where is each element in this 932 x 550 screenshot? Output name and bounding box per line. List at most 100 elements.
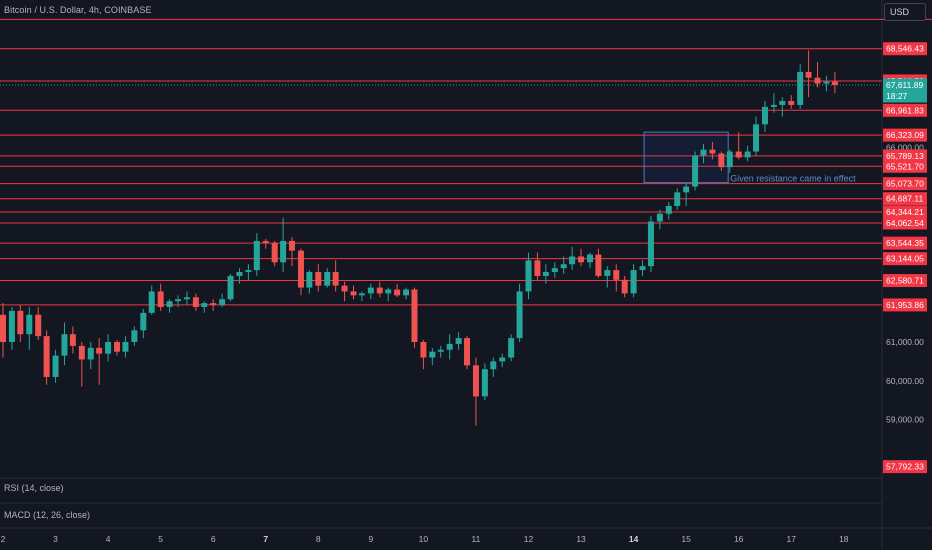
candle-up[interactable] [551,268,558,273]
candle-up[interactable] [122,341,129,352]
candle-down[interactable] [814,77,821,84]
candle-down[interactable] [332,272,339,286]
candle-up[interactable] [253,240,260,271]
candle-up[interactable] [770,104,777,107]
candle-up[interactable] [779,101,786,105]
candle-down[interactable] [831,81,838,86]
candle-up[interactable] [26,314,33,335]
candle-up[interactable] [525,260,532,292]
candle-up[interactable] [148,291,155,313]
candle-down[interactable] [420,341,427,358]
candle-up[interactable] [797,71,804,105]
currency-button[interactable]: USD [884,3,926,21]
candle-down[interactable] [114,341,121,352]
candle-down[interactable] [0,314,6,342]
candle-up[interactable] [166,301,173,308]
candle-up[interactable] [61,334,68,356]
candle-up[interactable] [604,270,611,276]
candle-up[interactable] [569,256,576,265]
candle-up[interactable] [219,299,226,306]
candle-down[interactable] [376,287,383,294]
candle-down[interactable] [472,365,479,397]
candle-down[interactable] [350,291,357,296]
last-price-badge[interactable] [883,78,927,103]
candle-up[interactable] [227,275,234,300]
candle-down[interactable] [411,289,418,342]
candle-down[interactable] [595,254,602,276]
annotation-box[interactable] [643,131,729,184]
candle-up[interactable] [201,303,208,308]
candle-down[interactable] [709,149,716,154]
candle-down[interactable] [78,345,85,360]
candle-up[interactable] [560,264,567,269]
level-label-badge[interactable] [883,216,927,230]
candle-down[interactable] [17,310,24,335]
level-label-badge[interactable] [883,274,927,288]
candle-up[interactable] [429,351,436,358]
candle-up[interactable] [455,338,462,344]
candle-up[interactable] [306,272,313,288]
candle-up[interactable] [324,272,331,286]
level-label-badge[interactable] [883,252,927,266]
level-label-badge[interactable] [883,159,927,173]
candle-up[interactable] [87,347,94,360]
candle-up[interactable] [508,338,515,358]
candle-down[interactable] [805,71,812,78]
candle-down[interactable] [464,338,471,366]
candle-up[interactable] [753,124,760,152]
level-label-badge[interactable] [883,177,927,191]
candle-up[interactable] [542,272,549,276]
candle-up[interactable] [823,81,830,84]
level-label-badge[interactable] [883,149,927,163]
level-label-badge[interactable] [883,192,927,206]
candle-down[interactable] [262,240,269,243]
candle-down[interactable] [613,270,620,280]
candle-down[interactable] [578,256,585,263]
candle-up[interactable] [490,361,497,370]
candle-down[interactable] [157,291,164,308]
candle-up[interactable] [52,355,59,377]
candle-up[interactable] [183,297,190,300]
candle-up[interactable] [245,270,252,273]
rsi-pane-label[interactable]: RSI (14, close) [4,483,64,493]
candle-up[interactable] [446,343,453,350]
candle-down[interactable] [621,279,628,294]
candle-down[interactable] [43,336,50,377]
candle-up[interactable] [744,151,751,158]
candle-up[interactable] [700,149,707,156]
candle-down[interactable] [289,240,296,251]
candle-up[interactable] [665,205,672,214]
candle-down[interactable] [192,297,199,308]
candle-up[interactable] [692,155,699,187]
candle-down[interactable] [210,303,217,306]
candle-up[interactable] [647,221,654,267]
candle-up[interactable] [403,289,410,296]
level-label-badge[interactable] [883,42,927,56]
candle-up[interactable] [726,151,733,168]
candle-up[interactable] [499,357,506,362]
level-label-badge[interactable] [883,460,927,474]
level-label-badge[interactable] [883,236,927,250]
candle-down[interactable] [69,334,76,346]
candle-up[interactable] [8,310,15,342]
candle-down[interactable] [297,250,304,288]
candle-down[interactable] [315,272,322,286]
candle-down[interactable] [96,347,103,354]
level-label-badge[interactable] [883,128,927,142]
candle-up[interactable] [761,106,768,125]
candle-up[interactable] [131,330,138,342]
candle-down[interactable] [35,314,42,337]
candle-up[interactable] [481,369,488,397]
candle-up[interactable] [174,299,181,302]
candle-up[interactable] [280,240,287,263]
level-label-badge[interactable] [883,103,927,117]
candle-down[interactable] [718,153,725,168]
level-label-badge[interactable] [883,205,927,219]
candle-up[interactable] [674,192,681,206]
candle-up[interactable] [105,341,112,354]
candle-down[interactable] [735,151,742,158]
candle-up[interactable] [683,186,690,193]
candle-down[interactable] [788,101,795,105]
candle-down[interactable] [271,242,278,263]
